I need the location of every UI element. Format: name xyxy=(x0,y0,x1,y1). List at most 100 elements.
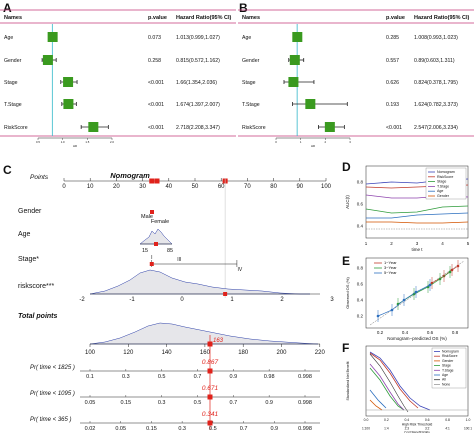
x-axis-label: HR xyxy=(73,144,77,148)
x-tick-label: 1.5 xyxy=(85,140,89,144)
riskscore-tick-label: 2 xyxy=(280,297,284,303)
calibration-point xyxy=(456,264,460,268)
legend-label: 5−Year xyxy=(384,270,397,275)
panel-e-letter: E xyxy=(342,254,351,268)
row-name: RiskScore xyxy=(4,125,28,131)
points-label: Points xyxy=(30,174,49,181)
row-pvalue: <0.001 xyxy=(148,80,164,86)
hr-box xyxy=(88,122,99,132)
x-axis2-label: Cost:Benefit Ratio xyxy=(404,431,430,433)
x-tick-label: 2 xyxy=(325,140,327,144)
row-pvalue: 0.626 xyxy=(386,80,399,86)
x-tick2-label: 1:4 xyxy=(384,427,389,431)
x-tick2-label: 3:2 xyxy=(425,427,430,431)
x-tick-label: 0.4 xyxy=(404,418,409,422)
x-tick-label: 1 xyxy=(300,140,302,144)
x-axis-label: HR xyxy=(311,144,315,148)
prob-tick-label: 0.1 xyxy=(86,374,94,380)
prob-tick-label: 0.5 xyxy=(209,426,217,432)
auc-line-gender xyxy=(366,221,469,224)
x-tick-label: 3 xyxy=(349,140,351,144)
points-tick-label: 20 xyxy=(113,184,120,190)
points-tick-label: 60 xyxy=(218,184,225,190)
auc-line-stage xyxy=(365,205,469,214)
row-hr: 0.89(0.603,1.311) xyxy=(414,58,455,64)
x-tick2-label: 1:100 xyxy=(362,427,370,431)
dca-curve xyxy=(369,389,387,409)
points-tick-label: 10 xyxy=(87,184,94,190)
age-tick-label: 15 xyxy=(142,248,148,254)
header-names: Names xyxy=(4,15,22,21)
legend-box xyxy=(425,167,467,200)
legend-label: T.Stage xyxy=(437,184,449,188)
x-tick-label: 0.0 xyxy=(364,418,369,422)
x-tick-label: 3 xyxy=(416,241,419,246)
y-tick-label: 0.6 xyxy=(357,282,364,287)
dca-curve xyxy=(369,352,419,409)
hr-box xyxy=(289,55,300,65)
prob-tick-label: 0.998 xyxy=(298,374,312,380)
panel-c-letter: C xyxy=(3,163,12,177)
row-pvalue: 0.285 xyxy=(386,35,399,41)
riskscore-density xyxy=(89,269,310,295)
riskscore-tick-label: 1 xyxy=(230,297,234,303)
prob-tick-label: 0.9 xyxy=(230,374,238,380)
row-name: Stage xyxy=(242,80,256,86)
legend-label: Stage xyxy=(437,180,446,184)
x-tick-label: 0.6 xyxy=(425,418,430,422)
x-tick-label: 0.8 xyxy=(445,418,450,422)
row-name: T.Stage xyxy=(242,102,260,108)
header-pvalue: p.value xyxy=(148,15,167,21)
riskscore-label: riskscore*** xyxy=(18,283,54,290)
prob-tick-label: 0.5 xyxy=(158,374,166,380)
auc-line-age xyxy=(366,212,469,219)
row-name: Stage xyxy=(4,80,18,86)
stage-marker xyxy=(149,262,154,266)
x-tick-label: 0.4 xyxy=(402,330,409,335)
row-hr: 0.824(0.378,1.795) xyxy=(414,80,458,86)
x-axis-label: High Risk Threshold xyxy=(402,423,433,427)
prob-tick-label: 0.998 xyxy=(298,400,312,406)
row-pvalue: 0.193 xyxy=(386,102,399,108)
header-hr: Hazard Ratio(95% CI) xyxy=(176,15,231,21)
x-tick-label: 1 xyxy=(365,241,368,246)
row-pvalue: 0.073 xyxy=(148,35,161,41)
row-name: T.Stage xyxy=(4,102,22,108)
points-tick-label: 50 xyxy=(192,184,199,190)
calibration-point xyxy=(428,283,432,287)
header-hr: Hazard Ratio(95% CI) xyxy=(414,15,469,21)
panel-d-letter: D xyxy=(342,160,351,174)
x-tick-label: 4 xyxy=(441,241,444,246)
total-density xyxy=(89,322,319,345)
row-name: Age xyxy=(4,35,13,41)
header-names: Names xyxy=(242,15,260,21)
hr-box xyxy=(288,77,299,87)
row-pvalue: <0.001 xyxy=(148,125,164,131)
total-tick-label: 160 xyxy=(200,350,211,356)
x-tick-label: 0.8 xyxy=(452,330,459,335)
row-pvalue: <0.001 xyxy=(148,102,164,108)
y-tick-label: 0.6 xyxy=(357,202,364,207)
panel-a-letter: A xyxy=(3,1,12,15)
total-tick-label: 180 xyxy=(238,350,249,356)
points-tick-label: 70 xyxy=(244,184,251,190)
dca-curve xyxy=(369,363,405,411)
x-tick-label: 5 xyxy=(467,241,470,246)
hr-box xyxy=(292,32,303,42)
prob-row-label: Pr( time < 1825 ) xyxy=(30,365,75,371)
row-name: Gender xyxy=(242,58,260,64)
legend-box xyxy=(431,347,467,389)
total-tick-label: 140 xyxy=(162,350,173,356)
x-tick-label: 0 xyxy=(275,140,277,144)
row-pvalue: 0.557 xyxy=(386,58,399,64)
prob-tick-label: 0.998 xyxy=(298,426,312,432)
age-tick-label: 85 xyxy=(167,248,173,254)
calibration-point xyxy=(414,290,418,294)
legend-label: RiskScore xyxy=(437,175,453,179)
riskscore-marker xyxy=(223,292,228,296)
stage-level-iv: IV xyxy=(238,267,243,273)
x-tick2-label: 4:1 xyxy=(445,427,450,431)
points-tick-label: 40 xyxy=(165,184,172,190)
prob-tick-label: 0.7 xyxy=(194,374,202,380)
legend-label: Nomogram xyxy=(442,350,459,354)
